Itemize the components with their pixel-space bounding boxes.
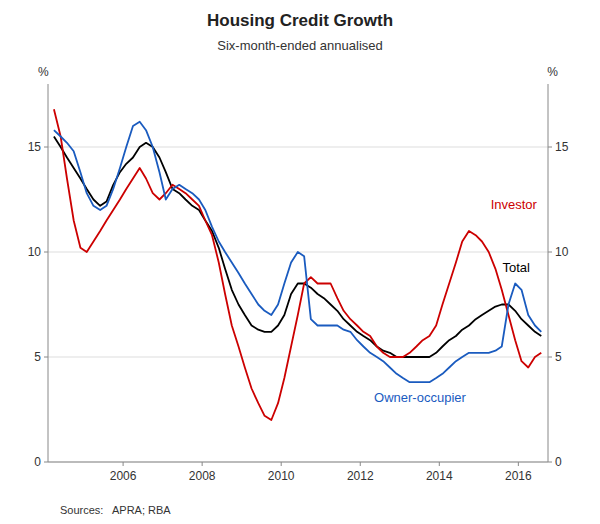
y-tick-label: 15 <box>28 140 42 154</box>
x-tick-label: 2010 <box>268 469 295 483</box>
source: Sources: APRA; RBA <box>60 504 171 516</box>
annotation: Owner-occupier <box>374 390 466 405</box>
y2-tick <box>548 252 552 253</box>
chart: Housing Credit Growth Six-month-ended ann… <box>0 0 600 524</box>
x-tick-label: 2014 <box>426 469 453 483</box>
annotation: Investor <box>491 197 538 212</box>
y-tick <box>44 357 48 358</box>
plot-area <box>54 109 541 420</box>
y2-axis-line <box>548 84 549 462</box>
x-tick <box>281 462 282 466</box>
y-tick <box>44 252 48 253</box>
x-tick <box>518 462 519 466</box>
x-tick <box>439 462 440 466</box>
line-series <box>54 137 541 358</box>
line-series <box>54 109 541 420</box>
y2-tick-label: 0 <box>555 455 562 469</box>
grid-line <box>48 147 548 148</box>
y-tick <box>44 147 48 148</box>
y2-tick-label: 10 <box>555 245 569 259</box>
x-tick-label: 2016 <box>505 469 532 483</box>
x-tick-label: 2012 <box>347 469 374 483</box>
y-tick-label: 0 <box>34 455 41 469</box>
x-tick <box>360 462 361 466</box>
x-tick <box>202 462 203 466</box>
y2-tick <box>548 147 552 148</box>
x-tick <box>123 462 124 466</box>
y2-axis-label: % <box>547 65 558 79</box>
subtitle: Six-month-ended annualised <box>217 38 383 53</box>
y-tick <box>44 462 48 463</box>
y-tick-label: 5 <box>34 350 41 364</box>
y-axis-line <box>48 84 49 462</box>
y-tick-label: 10 <box>28 245 42 259</box>
y2-tick-label: 15 <box>555 140 569 154</box>
y2-tick <box>548 357 552 358</box>
title: Housing Credit Growth <box>207 11 393 30</box>
grid-line <box>48 357 548 358</box>
y-axis-label: % <box>38 65 49 79</box>
line-series <box>54 122 541 382</box>
annotation: Total <box>503 260 531 275</box>
y2-tick-label: 5 <box>555 350 562 364</box>
x-tick-label: 2008 <box>189 469 216 483</box>
y2-tick <box>548 462 552 463</box>
x-tick-label: 2006 <box>110 469 137 483</box>
